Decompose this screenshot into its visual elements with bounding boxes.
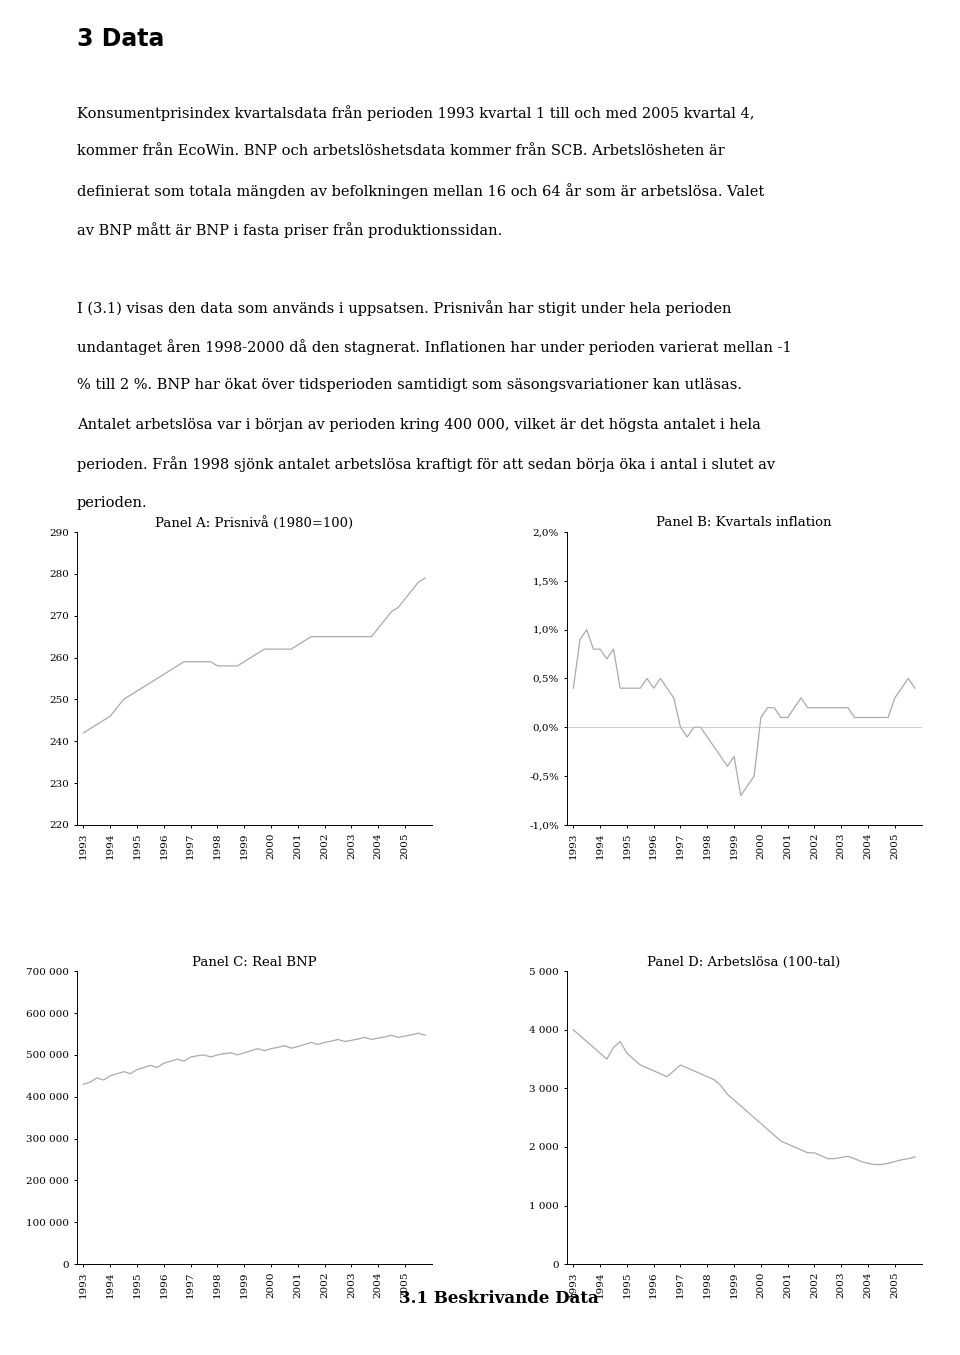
- Text: Konsumentprisindex kvartalsdata från perioden 1993 kvartal 1 till och med 2005 k: Konsumentprisindex kvartalsdata från per…: [77, 106, 755, 121]
- Text: Antalet arbetslösa var i början av perioden kring 400 000, vilket är det högsta : Antalet arbetslösa var i början av perio…: [77, 417, 760, 431]
- Text: kommer från EcoWin. BNP och arbetslöshetsdata kommer från SCB. Arbetslösheten är: kommer från EcoWin. BNP och arbetslöshet…: [77, 144, 725, 159]
- Text: perioden.: perioden.: [77, 496, 148, 509]
- Text: perioden. Från 1998 sjönk antalet arbetslösa kraftigt för att sedan börja öka i : perioden. Från 1998 sjönk antalet arbets…: [77, 457, 775, 473]
- Text: I (3.1) visas den data som används i uppsatsen. Prisnivån har stigit under hela : I (3.1) visas den data som används i upp…: [77, 301, 732, 316]
- Text: % till 2 %. BNP har ökat över tidsperioden samtidigt som säsongsvariationer kan : % till 2 %. BNP har ökat över tidsperiod…: [77, 378, 742, 393]
- Text: av BNP mått är BNP i fasta priser från produktionssidan.: av BNP mått är BNP i fasta priser från p…: [77, 222, 502, 238]
- Text: definierat som totala mängden av befolkningen mellan 16 och 64 år som är arbetsl: definierat som totala mängden av befolkn…: [77, 183, 764, 199]
- Title: Panel B: Kvartals inflation: Panel B: Kvartals inflation: [657, 516, 832, 530]
- Text: 3.1 Beskrivande Data: 3.1 Beskrivande Data: [399, 1290, 599, 1308]
- Text: 3 Data: 3 Data: [77, 27, 164, 51]
- Title: Panel D: Arbetslösa (100-tal): Panel D: Arbetslösa (100-tal): [647, 955, 841, 969]
- Title: Panel C: Real BNP: Panel C: Real BNP: [192, 955, 317, 969]
- Title: Panel A: Prisnivå (1980=100): Panel A: Prisnivå (1980=100): [156, 515, 353, 530]
- Text: undantaget åren 1998-2000 då den stagnerat. Inflationen har under perioden varie: undantaget åren 1998-2000 då den stagner…: [77, 340, 791, 355]
